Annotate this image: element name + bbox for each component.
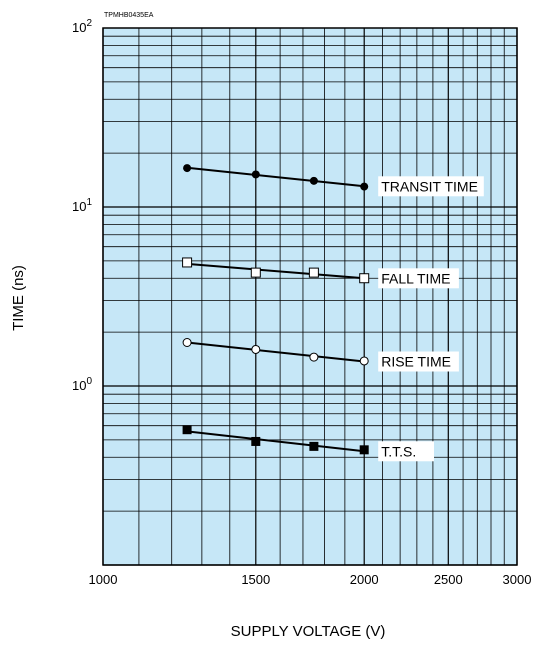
- series-trend-line: [186, 166, 365, 188]
- plot-background: [103, 28, 517, 565]
- series-label-bg: [378, 268, 459, 289]
- data-point: [182, 257, 193, 268]
- series-label-bg: [378, 351, 459, 372]
- series-label: RISE TIME: [381, 354, 451, 370]
- series-label-bg: [378, 176, 484, 197]
- data-point: [309, 352, 319, 362]
- data-point: [309, 441, 319, 451]
- series-trend-line: [186, 430, 365, 453]
- data-point: [359, 356, 369, 366]
- y-tick-labels: 100 101 102: [72, 18, 92, 393]
- series-label-bg: [378, 441, 435, 462]
- x-tick-label: 2500: [434, 572, 463, 587]
- data-point: [309, 176, 318, 185]
- series-label: T.T.S.: [381, 443, 416, 459]
- data-point: [250, 267, 261, 278]
- data-point: [359, 445, 369, 455]
- y-tick-label: 101: [72, 197, 92, 214]
- x-tick-label: 3000: [503, 572, 532, 587]
- x-tick-label: 2000: [350, 572, 379, 587]
- x-tick-labels: 1000 1500 2000 2500 3000: [89, 572, 532, 587]
- y-tick-label: 100: [72, 376, 92, 393]
- series-trend-line: [186, 341, 365, 363]
- y-tick-label: 102: [72, 18, 92, 35]
- data-point: [183, 164, 192, 173]
- data-point: [360, 182, 369, 191]
- data-point: [308, 267, 319, 278]
- series-trend-line: [187, 262, 365, 280]
- plot-frame: [102, 27, 518, 566]
- figure-code: TPMHB0435EA: [104, 12, 154, 19]
- data-point: [251, 436, 261, 446]
- data-point: [251, 170, 260, 179]
- x-tick-label: 1500: [241, 572, 270, 587]
- data-point: [359, 273, 370, 284]
- data-point: [251, 344, 261, 354]
- series-label: FALL TIME: [381, 270, 450, 286]
- grid: [102, 28, 518, 566]
- series-group: TRANSIT TIME FALL TIME RISE TIME T.T.S.: [182, 164, 484, 462]
- series-label: TRANSIT TIME: [381, 178, 478, 194]
- x-axis-label: SUPPLY VOLTAGE (V): [231, 623, 386, 640]
- data-point: [182, 425, 192, 435]
- data-point: [182, 337, 192, 347]
- x-tick-label: 1000: [89, 572, 118, 587]
- y-axis-label: TIME (ns): [10, 265, 27, 331]
